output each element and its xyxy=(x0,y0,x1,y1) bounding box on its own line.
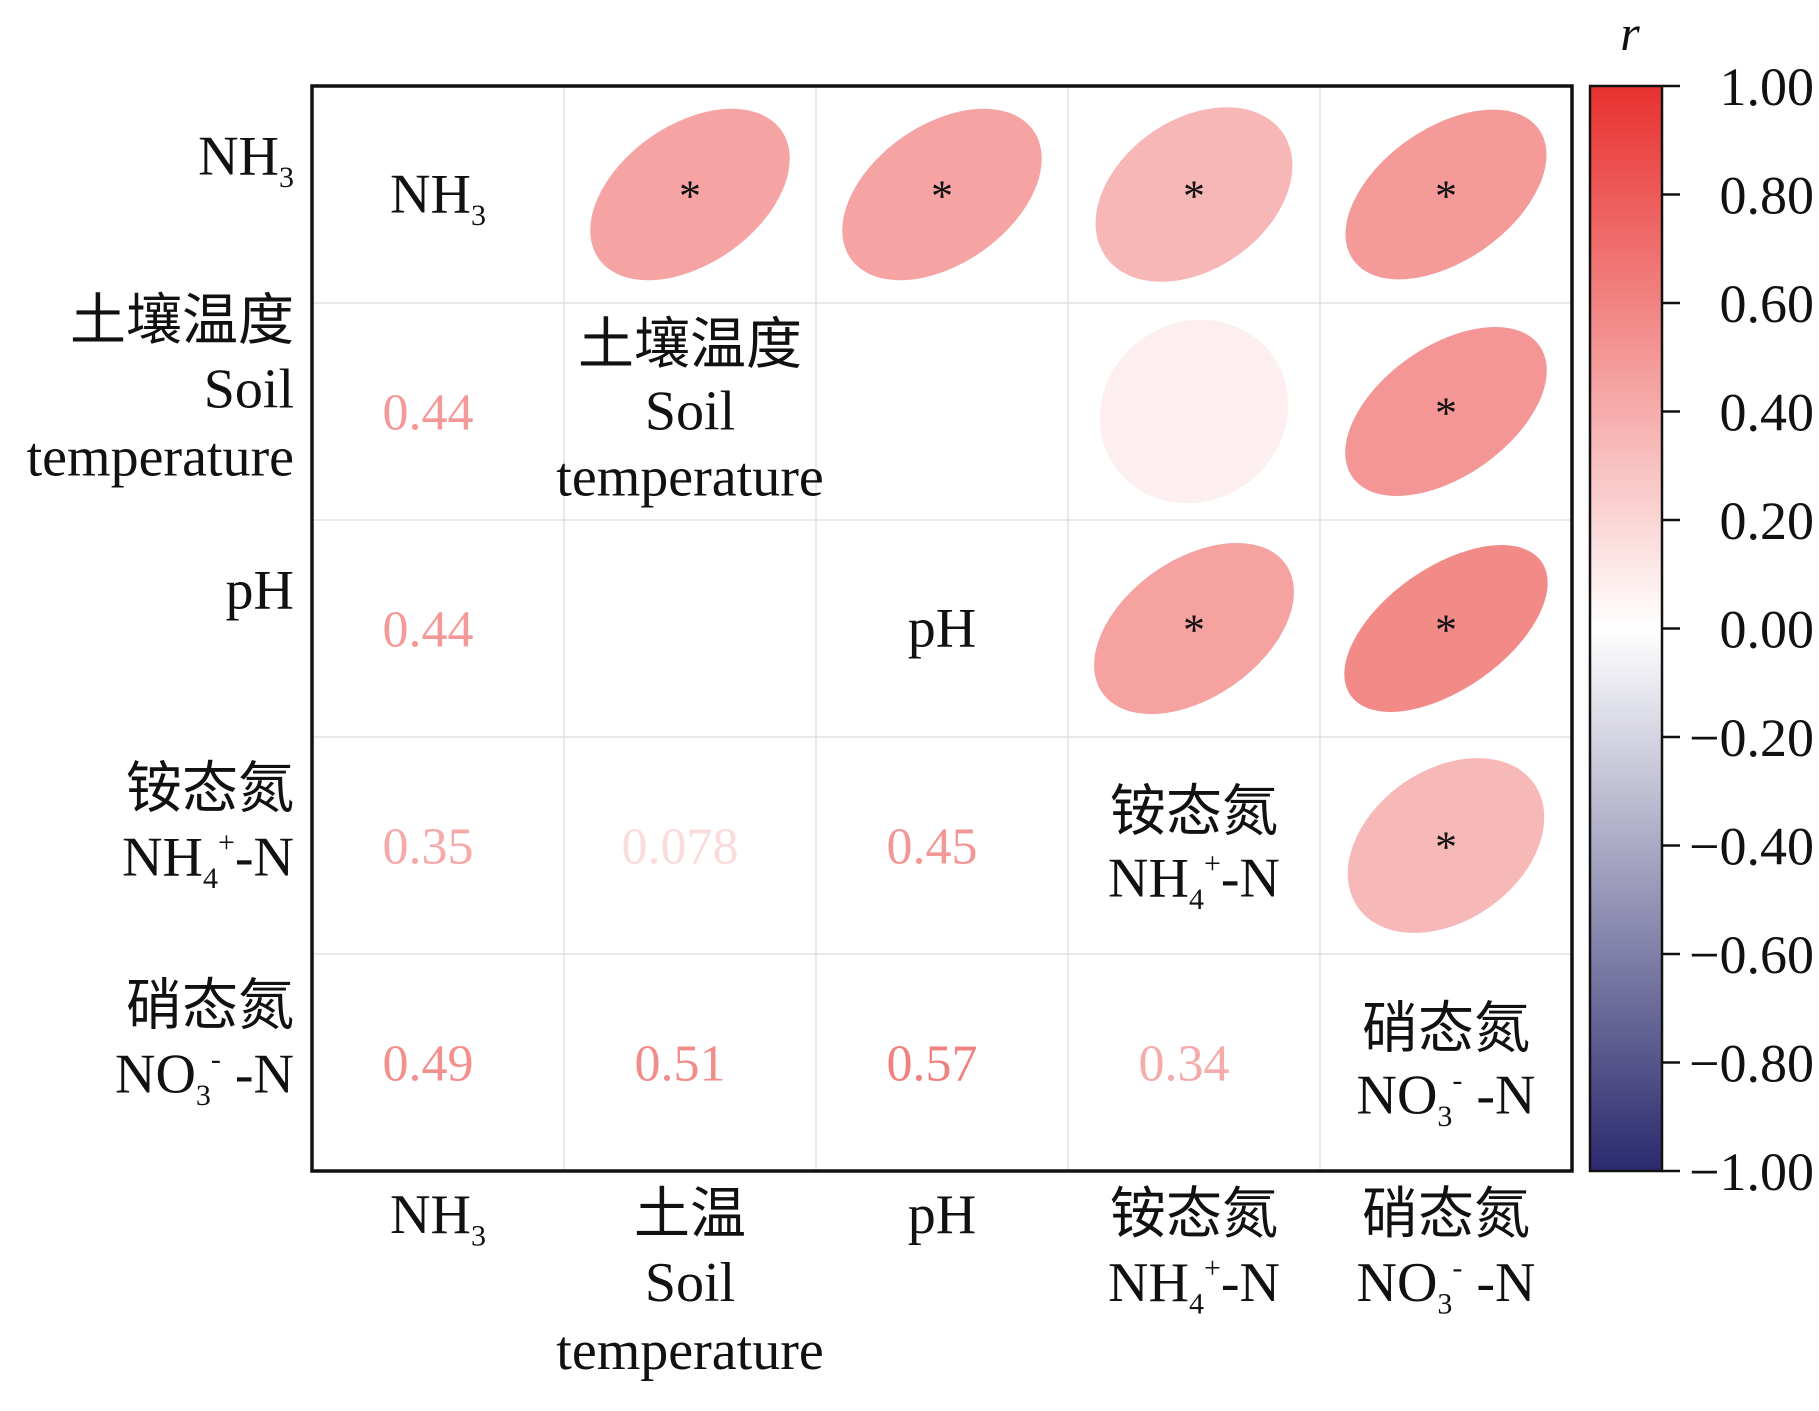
corr-value-3-1: 0.078 xyxy=(622,819,739,876)
corr-value-2-0: 0.44 xyxy=(383,602,474,659)
row-label-1-line-0: 土壤温度 xyxy=(70,291,294,353)
matrix-marks: * * * * * * * * 0.44 0.44 0.35 0.078 0.45 0.49 0.51 0.5… xyxy=(383,107,1548,1093)
diag-label-4-line-1: NO3- -N xyxy=(1357,1064,1536,1133)
corr-ellipse-0-3 xyxy=(1095,107,1293,282)
corr-value-1-0: 0.44 xyxy=(383,385,474,442)
colorbar-tick-label-8: −0.60 xyxy=(1689,925,1814,985)
col-label-3-line-0: 铵态氮 xyxy=(1110,1184,1278,1246)
corr-ellipse-0-1 xyxy=(590,108,790,281)
colorbar-gradient xyxy=(1588,84,1664,1173)
row-label-2-line-0: pH xyxy=(226,560,294,622)
col-label-4-line-1: NO3- -N xyxy=(1357,1251,1536,1320)
colorbar-tick-label-10: −1.00 xyxy=(1689,1142,1814,1202)
colorbar-title: r xyxy=(1620,5,1640,61)
colorbar: 1.00 0.80 0.60 0.40 0.20 0.00 −0.20 −0.40 −0.60 −… xyxy=(1588,5,1815,1202)
diag-label-0-line-0: NH3 xyxy=(390,164,486,232)
row-label-3-line-1: NH4+-N xyxy=(122,826,294,895)
matrix-frame xyxy=(310,84,1574,1173)
significance-star-3-4: * xyxy=(1435,823,1457,872)
corr-ellipse-0-4 xyxy=(1345,109,1547,280)
row-label-1-line-1: Soil xyxy=(204,359,294,421)
significance-star-0-2: * xyxy=(931,172,953,221)
diag-label-1-line-0: 土壤温度 xyxy=(578,315,802,377)
diag-label-1-line-1: Soil xyxy=(645,381,735,443)
corr-value-4-1: 0.51 xyxy=(635,1036,726,1093)
corr-value-4-3: 0.34 xyxy=(1139,1036,1230,1093)
col-label-0-line-0: NH3 xyxy=(390,1184,486,1252)
corr-value-3-0: 0.35 xyxy=(383,819,474,876)
colorbar-tick-label-7: −0.40 xyxy=(1689,817,1814,877)
row-label-1-line-2: temperature xyxy=(27,427,294,489)
corr-value-3-2: 0.45 xyxy=(887,819,978,876)
corr-ellipse-0-2 xyxy=(842,108,1042,281)
significance-star-2-3: * xyxy=(1183,606,1205,655)
significance-star-1-4: * xyxy=(1435,389,1457,438)
corr-value-4-0: 0.49 xyxy=(383,1036,474,1093)
diag-label-4-line-0: 硝态氮 xyxy=(1362,999,1530,1061)
significance-star-0-4: * xyxy=(1435,172,1457,221)
colorbar-tick-label-9: −0.80 xyxy=(1689,1034,1814,1094)
colorbar-tick-label-2: 0.60 xyxy=(1720,274,1815,334)
significance-star-0-3: * xyxy=(1183,172,1205,221)
col-label-3-line-1: NH4+-N xyxy=(1108,1251,1280,1320)
row-label-3-line-0: 铵态氮 xyxy=(126,759,294,821)
col-label-1-line-1: Soil xyxy=(645,1252,735,1314)
colorbar-tick-label-5: 0.00 xyxy=(1720,600,1815,660)
corr-ellipse-2-4 xyxy=(1344,545,1548,712)
colorbar-tick-label-0: 1.00 xyxy=(1720,57,1815,117)
colorbar-tick-label-1: 0.80 xyxy=(1720,166,1815,226)
corr-ellipse-2-3 xyxy=(1094,542,1294,715)
row-label-4-line-0: 硝态氮 xyxy=(126,976,294,1038)
diag-label-2-line-0: pH xyxy=(908,598,976,660)
col-label-1-line-0: 土温 xyxy=(634,1184,746,1246)
col-label-4-line-0: 硝态氮 xyxy=(1362,1184,1530,1246)
diag-label-3-line-1: NH4+-N xyxy=(1108,847,1280,916)
corr-ellipse-1-3 xyxy=(1099,319,1289,504)
col-label-2-line-0: pH xyxy=(908,1184,976,1246)
significance-star-2-4: * xyxy=(1435,606,1457,655)
matrix-grid xyxy=(312,86,1572,1171)
corr-ellipse-1-4 xyxy=(1345,326,1547,497)
col-label-1-line-2: temperature xyxy=(556,1320,823,1382)
row-label-0-line-0: NH3 xyxy=(198,126,294,194)
colorbar-tick-label-6: −0.20 xyxy=(1689,708,1814,768)
matrix-labels: NH3土壤温度SoiltemperaturepH铵态氮NH4+-N硝态氮NO3-… xyxy=(27,126,1536,1383)
colorbar-tick-label-3: 0.40 xyxy=(1720,383,1815,443)
corr-ellipse-3-4 xyxy=(1347,758,1545,933)
diag-label-3-line-0: 铵态氮 xyxy=(1110,782,1278,844)
corr-value-4-2: 0.57 xyxy=(887,1036,978,1093)
diag-label-1-line-2: temperature xyxy=(556,447,823,509)
significance-star-0-1: * xyxy=(679,172,701,221)
colorbar-tick-label-4: 0.20 xyxy=(1720,491,1815,551)
row-label-4-line-1: NO3- -N xyxy=(115,1043,294,1112)
